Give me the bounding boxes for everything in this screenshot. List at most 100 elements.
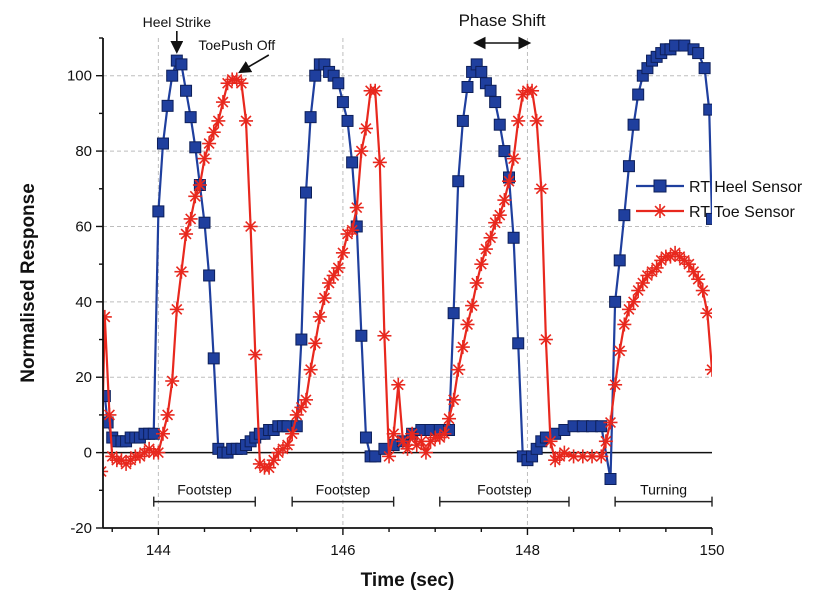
asterisk-stroke — [171, 303, 183, 315]
toe-point — [303, 362, 318, 377]
heel-point — [359, 431, 372, 444]
y-tick-label: 20 — [75, 369, 92, 386]
asterisk-stroke — [180, 228, 192, 240]
asterisk-stroke — [406, 428, 418, 440]
heel-strike-label: Heel Strike — [143, 14, 212, 30]
heel-point — [309, 69, 322, 82]
toe-point — [437, 426, 452, 441]
toe-point — [289, 407, 304, 422]
toe-point — [239, 113, 254, 128]
toe-point — [155, 426, 170, 441]
toe-point — [211, 113, 226, 128]
toe-point — [446, 392, 461, 407]
asterisk-stroke — [568, 450, 580, 462]
asterisk-stroke — [498, 194, 510, 206]
toe-point — [174, 264, 189, 279]
toe-point — [691, 272, 706, 287]
asterisk-stroke — [374, 156, 386, 168]
toe-point — [395, 434, 410, 449]
heel-point — [512, 337, 525, 350]
toe-point — [368, 83, 383, 98]
toe-point — [621, 302, 636, 317]
asterisk-stroke — [618, 318, 630, 330]
toe-point — [418, 445, 433, 460]
asterisk-stroke — [577, 450, 589, 462]
asterisk-stroke — [545, 435, 557, 447]
toe-point — [534, 181, 549, 196]
phase-span: Footstep — [153, 482, 256, 507]
asterisk-stroke — [489, 217, 501, 229]
legend-item: RT Toe Sensor — [636, 204, 796, 221]
legend-label: RT Heel Sensor — [689, 179, 803, 196]
toe-point — [525, 83, 540, 98]
asterisk-stroke — [388, 428, 400, 440]
toe-point — [151, 445, 166, 460]
toe-point — [598, 434, 613, 449]
asterisk-stroke — [309, 337, 321, 349]
toe-point — [506, 151, 521, 166]
asterisk-stroke — [623, 303, 635, 315]
asterisk-stroke — [654, 205, 666, 217]
toe-point — [103, 465, 109, 477]
asterisk-stroke — [512, 115, 524, 127]
asterisk-stroke — [438, 428, 450, 440]
x-tick-label: 146 — [330, 542, 355, 559]
span-label: Footstep — [316, 482, 371, 498]
asterisk-stroke — [314, 311, 326, 323]
asterisk-stroke — [383, 450, 395, 462]
toe-point — [414, 434, 429, 449]
heel-point — [152, 205, 165, 218]
toe-point — [345, 223, 360, 238]
heel-point — [622, 160, 635, 173]
asterisk-stroke — [637, 277, 649, 289]
toe-point — [299, 392, 313, 407]
asterisk-stroke — [203, 138, 215, 150]
asterisk-stroke — [103, 465, 107, 471]
heel-point — [156, 137, 169, 150]
toe-point — [511, 113, 526, 128]
toe-point — [451, 362, 466, 377]
asterisk-stroke — [360, 122, 372, 134]
heel-point — [304, 111, 317, 124]
toe-point — [497, 193, 512, 208]
toe-point — [234, 76, 249, 91]
toe-point — [243, 219, 258, 234]
heel-point — [618, 209, 631, 222]
phase-span: Footstep — [439, 482, 570, 507]
heel-point — [706, 212, 712, 225]
asterisk-stroke — [337, 247, 349, 259]
asterisk-stroke — [378, 330, 390, 342]
asterisk-stroke — [286, 428, 298, 440]
toe-point — [631, 283, 646, 298]
toe-point — [317, 291, 332, 306]
phase-span: Footstep — [291, 482, 395, 507]
heel-point — [166, 69, 179, 82]
toe-point — [335, 245, 350, 260]
heel-point — [698, 62, 711, 75]
asterisk-stroke — [706, 364, 712, 371]
asterisk-stroke — [701, 307, 712, 319]
phase-shift-label: Phase Shift — [459, 11, 546, 30]
asterisk-stroke — [471, 277, 483, 289]
toe-point — [349, 200, 364, 215]
asterisk-stroke — [328, 269, 340, 281]
toe-push-off-arrow — [238, 54, 270, 74]
heel-point — [336, 96, 349, 109]
annotations: Heel Strike ToePush Off Phase Shift — [143, 11, 546, 74]
toe-point — [603, 415, 618, 430]
asterisk-stroke — [609, 379, 621, 391]
toe-point — [465, 298, 480, 313]
heel-point — [332, 77, 345, 90]
toe-point — [695, 283, 710, 298]
heel-point — [692, 47, 705, 60]
toe-point — [165, 374, 180, 388]
asterisk-stroke — [397, 435, 409, 447]
legend: RT Heel Sensor RT Toe Sensor — [636, 179, 803, 221]
heel-point — [355, 329, 368, 342]
toe-point — [354, 144, 369, 159]
asterisk-stroke — [628, 296, 640, 308]
asterisk-stroke — [295, 401, 307, 413]
asterisk-stroke — [420, 447, 432, 459]
asterisk-stroke — [443, 413, 455, 425]
